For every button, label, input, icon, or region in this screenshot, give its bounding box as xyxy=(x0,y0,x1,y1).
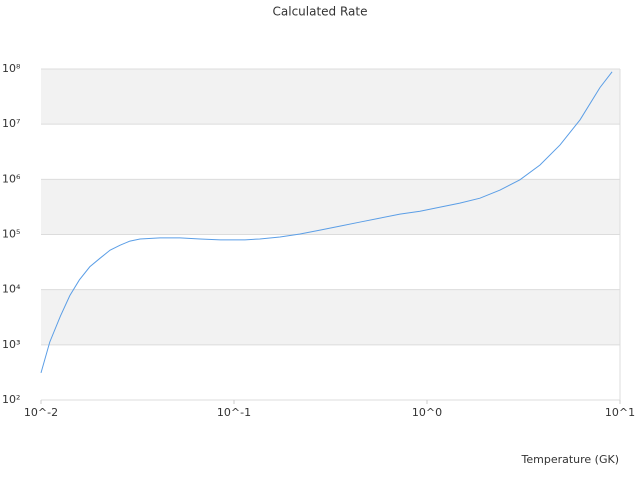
y-tick-label: 10⁴ xyxy=(2,283,21,296)
data-line xyxy=(40,71,613,374)
grid-band xyxy=(41,179,620,235)
y-tick-label: 10² xyxy=(2,393,20,406)
y-tick-label: 10⁶ xyxy=(2,172,21,185)
grid xyxy=(41,68,621,401)
grid-band xyxy=(41,289,620,345)
x-tick-label: 10^-2 xyxy=(24,406,58,419)
chart-title: Calculated Rate xyxy=(273,5,368,19)
x-tick-label: 10^0 xyxy=(412,406,442,419)
y-tick-label: 10⁵ xyxy=(2,228,20,241)
y-tick-label: 10³ xyxy=(2,338,20,351)
y-tick-label: 10⁸ xyxy=(2,62,21,75)
x-tick-label: 10^1 xyxy=(605,406,635,419)
y-tick-label: 10⁷ xyxy=(2,117,20,130)
x-tick-label: 10^-1 xyxy=(217,406,251,419)
grid-band xyxy=(41,69,620,125)
x-axis-label: Temperature (GK) xyxy=(521,453,620,466)
